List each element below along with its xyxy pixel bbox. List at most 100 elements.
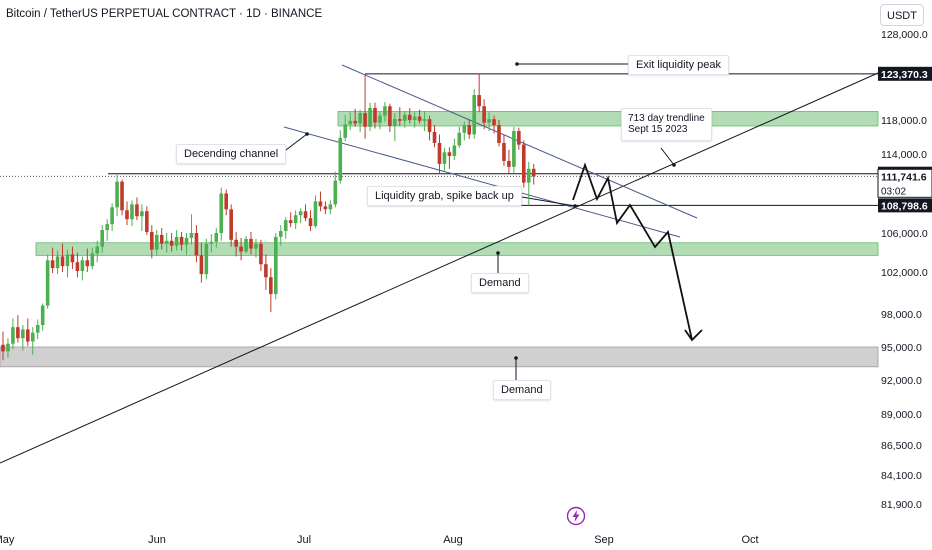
liquidity-grab-label[interactable]: Liquidity grab, spike back up [367,186,522,206]
candle [55,250,60,275]
candle-body [229,209,233,240]
candle [164,233,169,253]
candle [26,318,30,346]
demand-label-upper[interactable]: Demand [471,273,529,293]
candle [358,109,362,132]
candle-body [45,260,50,306]
candle [219,187,224,241]
candle-body [169,240,174,246]
candle-body [30,332,35,342]
trendline-connector [660,147,675,166]
candle-body [422,119,427,121]
candle [442,148,447,171]
candle [398,107,402,126]
x-tick-label: Aug [443,534,463,546]
candle [427,115,432,141]
x-tick-label: May [0,534,15,546]
candle-body [393,119,397,126]
demand-upper-dot [496,251,500,255]
countdown-label: 03:02 [881,186,906,197]
currency-selector[interactable]: USDT [880,4,924,26]
candle [140,204,144,232]
candle-body [35,325,40,333]
descending-channel-label[interactable]: Decending channel [176,144,287,164]
candle-body [75,262,80,272]
candle [531,163,536,185]
candle [388,103,392,132]
candle-body [283,220,288,232]
candle-body [164,240,169,244]
y-tick-label: 114,000.0 [881,149,927,161]
candle [35,319,40,340]
candle [1,331,5,361]
candle [90,247,95,270]
y-tick-label: 128,000.0 [881,29,928,41]
candle-body [26,329,30,342]
candle [135,197,139,221]
candle [477,73,481,113]
candle-body [65,254,70,267]
candle-body [95,246,100,254]
candle [363,74,367,139]
candle [125,201,129,226]
candle-body [269,277,273,295]
candle-body [452,145,457,156]
x-tick-label: Jul [297,534,311,546]
candle-body [278,231,283,237]
candle-body [125,210,129,220]
candle-body [467,125,472,135]
candle [154,230,159,256]
exit-liquidity-peak-label[interactable]: Exit liquidity peak [628,55,729,75]
candle [383,101,387,122]
candle-body [293,215,298,224]
exit-peak-dot [515,62,519,66]
candle [298,208,303,224]
candle [482,99,486,130]
candle [249,232,253,255]
candle [274,233,278,300]
trendline-label[interactable]: 713 day trendline Sept 15 2023 [621,108,712,141]
candle-body [417,116,422,121]
candle [65,249,70,278]
candle [487,112,491,132]
candle-body [214,233,219,242]
candle [328,200,333,215]
candle [333,171,338,208]
candle [313,195,318,229]
candle [437,134,442,174]
candle-body [130,204,134,220]
candle [184,233,189,256]
candle-body [244,238,248,252]
candle-body [526,168,531,183]
candle [115,174,119,217]
price-marker-label: 111,741.6 [881,171,927,183]
candle [229,204,233,247]
candle [393,113,397,142]
y-tick-label: 95,000.0 [881,342,922,354]
candle-body [427,119,432,132]
demand-label-lower[interactable]: Demand [493,380,551,400]
candle [11,318,15,350]
candle [462,121,467,141]
candle [323,201,328,215]
candle-body [298,211,303,216]
candle [457,126,462,149]
candle-body [412,116,417,120]
candle [95,240,100,263]
candle-body [348,120,352,125]
candle [105,219,109,241]
candle [40,303,45,331]
candle [169,233,174,252]
candle [338,130,343,184]
candle [353,108,357,127]
candle [348,112,352,131]
candle [412,112,417,128]
candle-body [179,236,184,245]
candle-body [159,234,164,244]
candle-body [120,181,124,211]
candle-body [482,106,486,123]
price-marker: 123,370.3 [878,66,932,81]
candle [214,228,219,248]
lightning-icon[interactable] [566,506,586,526]
